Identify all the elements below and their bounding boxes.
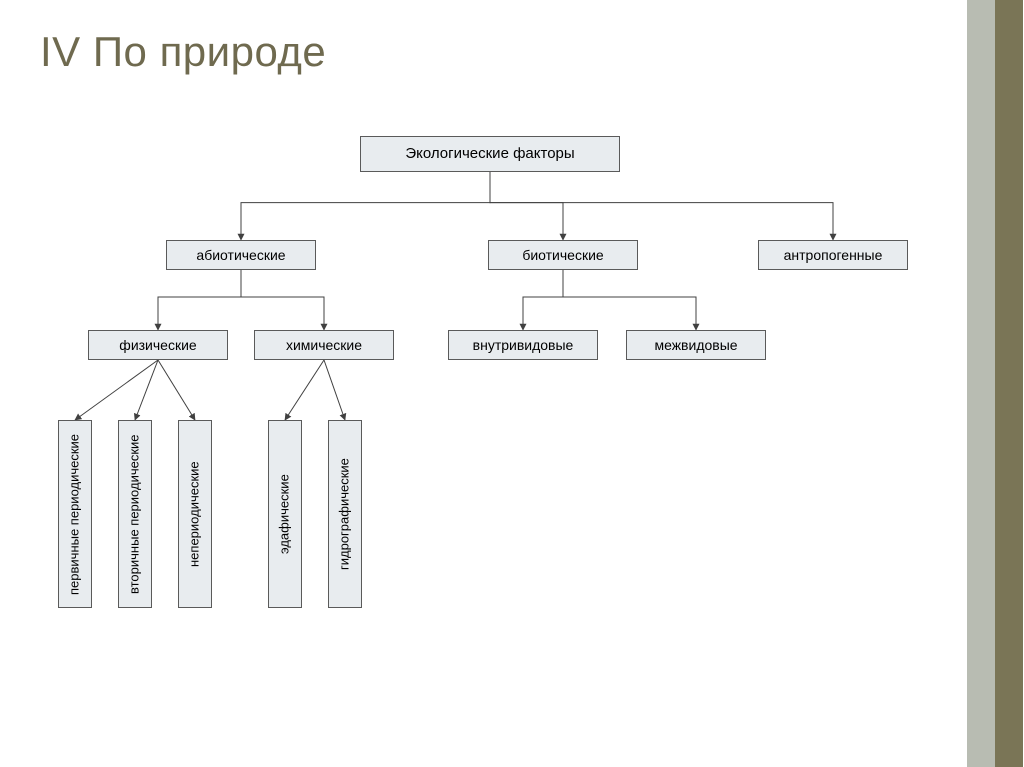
edge-bio-intra <box>523 270 563 330</box>
node-v5: гидрографические <box>328 420 362 608</box>
slide-title: IV По природе <box>40 28 326 76</box>
node-bio: биотические <box>488 240 638 270</box>
edge-root-abio <box>241 172 490 240</box>
edge-phys-v1 <box>75 360 158 420</box>
node-phys: физические <box>88 330 228 360</box>
node-v1: первичные периодические <box>58 420 92 608</box>
edge-chem-v5 <box>324 360 345 420</box>
edge-bio-inter <box>563 270 696 330</box>
connectors-layer <box>0 0 1024 767</box>
edge-chem-v4 <box>285 360 324 420</box>
node-antro: антропогенные <box>758 240 908 270</box>
node-intra: внутривидовые <box>448 330 598 360</box>
edge-phys-v3 <box>158 360 195 420</box>
slide: { "title": { "text": "IV По природе", "c… <box>0 0 1024 767</box>
node-v2: вторичные периодические <box>118 420 152 608</box>
decor-stripe-outer <box>967 0 995 767</box>
node-chem: химические <box>254 330 394 360</box>
node-abio: абиотические <box>166 240 316 270</box>
node-v4: эдафические <box>268 420 302 608</box>
edge-abio-phys <box>158 270 241 330</box>
decor-stripe-inner <box>995 0 1023 767</box>
node-inter: межвидовые <box>626 330 766 360</box>
node-root: Экологические факторы <box>360 136 620 172</box>
edge-abio-chem <box>241 270 324 330</box>
node-v3: непериодические <box>178 420 212 608</box>
edge-phys-v2 <box>135 360 158 420</box>
edge-root-bio <box>490 172 563 240</box>
edge-root-antro <box>490 172 833 240</box>
